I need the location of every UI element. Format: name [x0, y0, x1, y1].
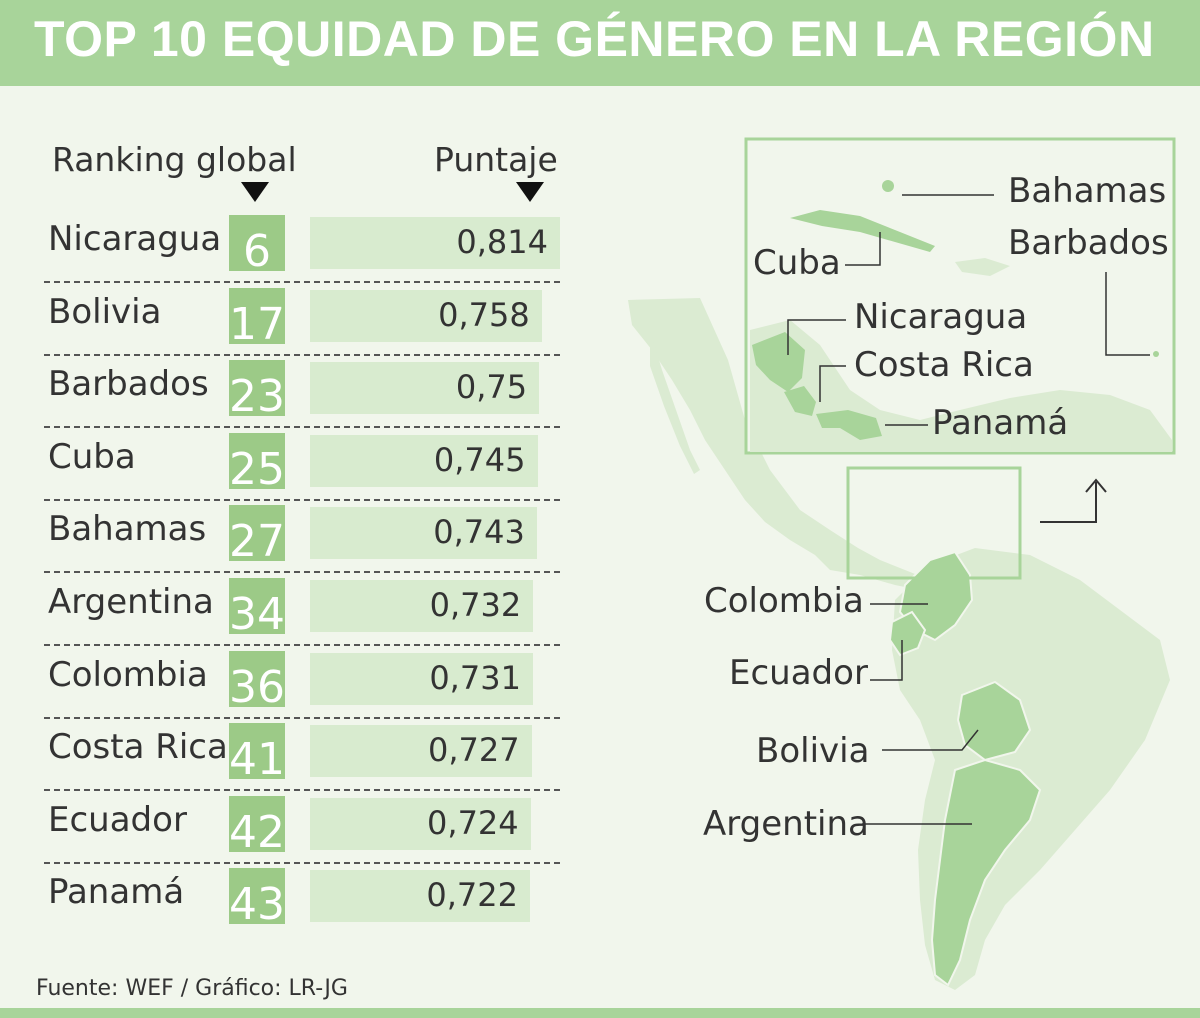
rank-value: 34 [229, 589, 285, 640]
score-value: 0,722 [426, 876, 518, 915]
row-separator [44, 789, 560, 792]
score-column-header: Puntaje [434, 140, 558, 179]
country-name: Panamá [48, 872, 185, 913]
rank-value: 6 [243, 226, 271, 277]
score-value: 0,758 [438, 295, 530, 334]
inset-barbados-shape [1153, 351, 1159, 357]
inset-nicaragua-shape [752, 332, 805, 392]
score-value: 0,743 [433, 513, 525, 552]
cuba-leader [845, 232, 881, 266]
ecuador-shape [888, 610, 927, 657]
rank-box: 42 [229, 795, 285, 858]
score-bar [310, 870, 530, 923]
bolivia-shape [956, 680, 1032, 762]
country-name: Bolivia [48, 291, 162, 332]
score-value: 0,724 [427, 803, 519, 842]
bolivia-leader [882, 729, 979, 751]
rank-value: 27 [229, 516, 285, 568]
title-bar [0, 0, 1200, 86]
map-focus-frame [846, 466, 1022, 580]
costa-rica-leader [819, 365, 846, 402]
score-bar [310, 217, 560, 269]
mexico-central-america-shape [628, 298, 930, 590]
score-bar [310, 362, 540, 415]
rank-box: 43 [229, 868, 285, 930]
ecuador-leader [870, 640, 903, 681]
barbados-leader [1105, 272, 1150, 356]
map-label-nicaragua: Nicaragua [854, 297, 1027, 337]
country-name: Bahamas [48, 509, 207, 550]
rank-value: 42 [229, 806, 285, 858]
map-label-barbados: Barbados [1008, 223, 1169, 263]
rank-box: 23 [229, 360, 285, 422]
map-label-cuba: Cuba [753, 243, 841, 283]
nicaragua-leader [787, 319, 846, 355]
score-bar [310, 580, 534, 632]
inset-costa-rica-shape [784, 386, 816, 416]
score-value: 0,731 [429, 658, 521, 697]
row-separator [44, 644, 560, 646]
rank-box: 41 [229, 723, 285, 785]
rank-box: 27 [229, 505, 285, 567]
rank-box: 25 [229, 432, 285, 495]
row-separator [44, 571, 560, 574]
rank-value: 36 [229, 661, 285, 713]
source-note: Fuente: WEF / Gráfico: LR-JG [36, 976, 348, 1001]
inset-panama-shape [816, 410, 882, 440]
score-value: 0,745 [433, 440, 526, 479]
rank-value: 25 [229, 443, 285, 495]
rank-header-arrow-icon [241, 182, 269, 202]
inset-bahamas-shape [882, 180, 894, 192]
country-name: Ecuador [48, 799, 187, 840]
country-name: Cuba [48, 436, 136, 477]
map-label-ecuador: Ecuador [729, 653, 868, 693]
row-separator [44, 281, 560, 283]
score-value: 0,814 [456, 223, 548, 261]
country-name: Argentina [48, 582, 214, 622]
map-label-panama: Panamá [932, 403, 1068, 443]
rank-value: 17 [229, 298, 285, 350]
row-separator [44, 861, 560, 864]
country-name: Nicaragua [48, 219, 222, 259]
inset-arrow-icon [1040, 478, 1107, 523]
map-label-costa-rica: Costa Rica [854, 345, 1034, 385]
row-separator [44, 426, 560, 429]
rank-box: 6 [229, 215, 285, 277]
rank-value: 43 [229, 879, 285, 931]
map-label-bahamas: Bahamas [1008, 171, 1166, 211]
row-separator [44, 716, 560, 719]
rank-box: 17 [229, 287, 285, 350]
row-separator [44, 353, 560, 356]
rank-box: 36 [229, 650, 285, 713]
score-bar [310, 797, 531, 850]
inset-cuba-shape [790, 210, 935, 252]
map-label-bolivia: Bolivia [756, 731, 869, 771]
score-bar [310, 652, 533, 705]
inset-hispaniola-shape [955, 258, 1010, 276]
ranking-table: Nicaragua 6 0,814 Bolivia 17 0,758 Barbados 23 0… [44, 215, 560, 930]
country-name: Costa Rica [48, 727, 228, 768]
country-name: Barbados [48, 364, 209, 405]
rank-value: 41 [229, 734, 285, 786]
score-bar [310, 725, 532, 778]
score-bar [310, 434, 538, 487]
rank-box: 34 [229, 578, 285, 640]
score-bar [310, 507, 537, 560]
row-separator [44, 498, 560, 501]
rank-column-header: Ranking global [52, 140, 297, 179]
score-header-arrow-icon [516, 182, 544, 202]
score-value: 0,75 [455, 368, 528, 407]
rank-value: 23 [229, 371, 285, 423]
map-label-colombia: Colombia [704, 581, 864, 621]
map-label-argentina: Argentina [703, 804, 869, 844]
bottom-bar [0, 1008, 1200, 1018]
score-bar [310, 289, 542, 342]
score-value: 0,732 [429, 586, 522, 624]
chart-title: TOP 10 EQUIDAD DE GÉNERO EN LA REGIÓN [34, 11, 1155, 67]
country-name: Colombia [48, 654, 208, 695]
argentina-shape [930, 758, 1042, 987]
score-value: 0,727 [428, 731, 520, 770]
